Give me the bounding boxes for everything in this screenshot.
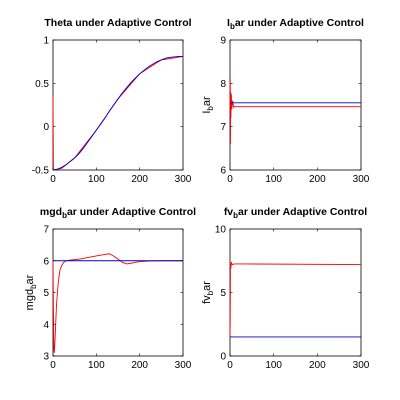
subplot-4: 0 100 200 300 0 5 10 fvbar under Adaptive Contr… bbox=[201, 206, 370, 371]
y-tick-label: 6 bbox=[43, 256, 49, 267]
y-tick-label: 3 bbox=[43, 352, 49, 363]
y-tick-label: -0.5 bbox=[32, 166, 50, 177]
y-axis-label: mgdbar bbox=[24, 274, 38, 310]
x-tick-label: 100 bbox=[88, 360, 105, 371]
series-line-1 bbox=[230, 262, 361, 337]
x-tick-label: 0 bbox=[50, 360, 56, 371]
y-tick-label: 10 bbox=[215, 225, 227, 236]
chart-title: Theta under Adaptive Control bbox=[44, 17, 191, 29]
series-line-1 bbox=[230, 79, 361, 144]
y-axis-label: Ibar bbox=[201, 96, 215, 114]
y-tick-label: 7 bbox=[43, 225, 49, 236]
series-line-1 bbox=[53, 254, 183, 353]
series-line-2 bbox=[53, 56, 183, 170]
x-tick-label: 200 bbox=[131, 360, 148, 371]
x-tick-label: 300 bbox=[353, 174, 370, 185]
x-tick-label: 0 bbox=[50, 174, 56, 185]
x-tick-label: 300 bbox=[353, 360, 370, 371]
y-tick-label: 0 bbox=[220, 352, 226, 363]
x-tick-label: 100 bbox=[88, 174, 105, 185]
y-tick-label: 4 bbox=[43, 320, 49, 331]
subplot-3: 0 100 200 300 3 4 5 6 7 mgdbar under Adaptive Con… bbox=[24, 206, 196, 371]
y-tick-label: 5 bbox=[220, 288, 226, 299]
x-tick-label: 200 bbox=[131, 174, 148, 185]
y-axis-label: fvbar bbox=[201, 281, 215, 304]
series-line-1 bbox=[53, 56, 183, 170]
chart-title: fvbar under Adaptive Control bbox=[224, 206, 367, 220]
y-tick-label: 8 bbox=[220, 79, 226, 90]
chart-title: mgdbar under Adaptive Control bbox=[40, 206, 196, 220]
y-tick-label: 9 bbox=[220, 36, 226, 47]
y-tick-label: 6 bbox=[220, 166, 226, 177]
x-tick-label: 0 bbox=[227, 360, 233, 371]
plot-frame bbox=[230, 40, 361, 170]
x-tick-label: 300 bbox=[175, 174, 192, 185]
y-tick-label: 1 bbox=[43, 36, 49, 47]
x-tick-label: 100 bbox=[265, 360, 282, 371]
chart-title: Ibar under Adaptive Control bbox=[227, 17, 364, 31]
x-tick-label: 0 bbox=[227, 174, 233, 185]
x-tick-label: 100 bbox=[265, 174, 282, 185]
y-tick-label: 0.5 bbox=[35, 79, 49, 90]
x-tick-label: 200 bbox=[309, 174, 326, 185]
x-tick-label: 200 bbox=[309, 360, 326, 371]
plot-frame bbox=[53, 229, 183, 356]
y-tick-label: 7 bbox=[220, 122, 226, 133]
x-tick-label: 300 bbox=[175, 360, 192, 371]
y-tick-label: 5 bbox=[43, 288, 49, 299]
y-tick-label: 0 bbox=[43, 122, 49, 133]
